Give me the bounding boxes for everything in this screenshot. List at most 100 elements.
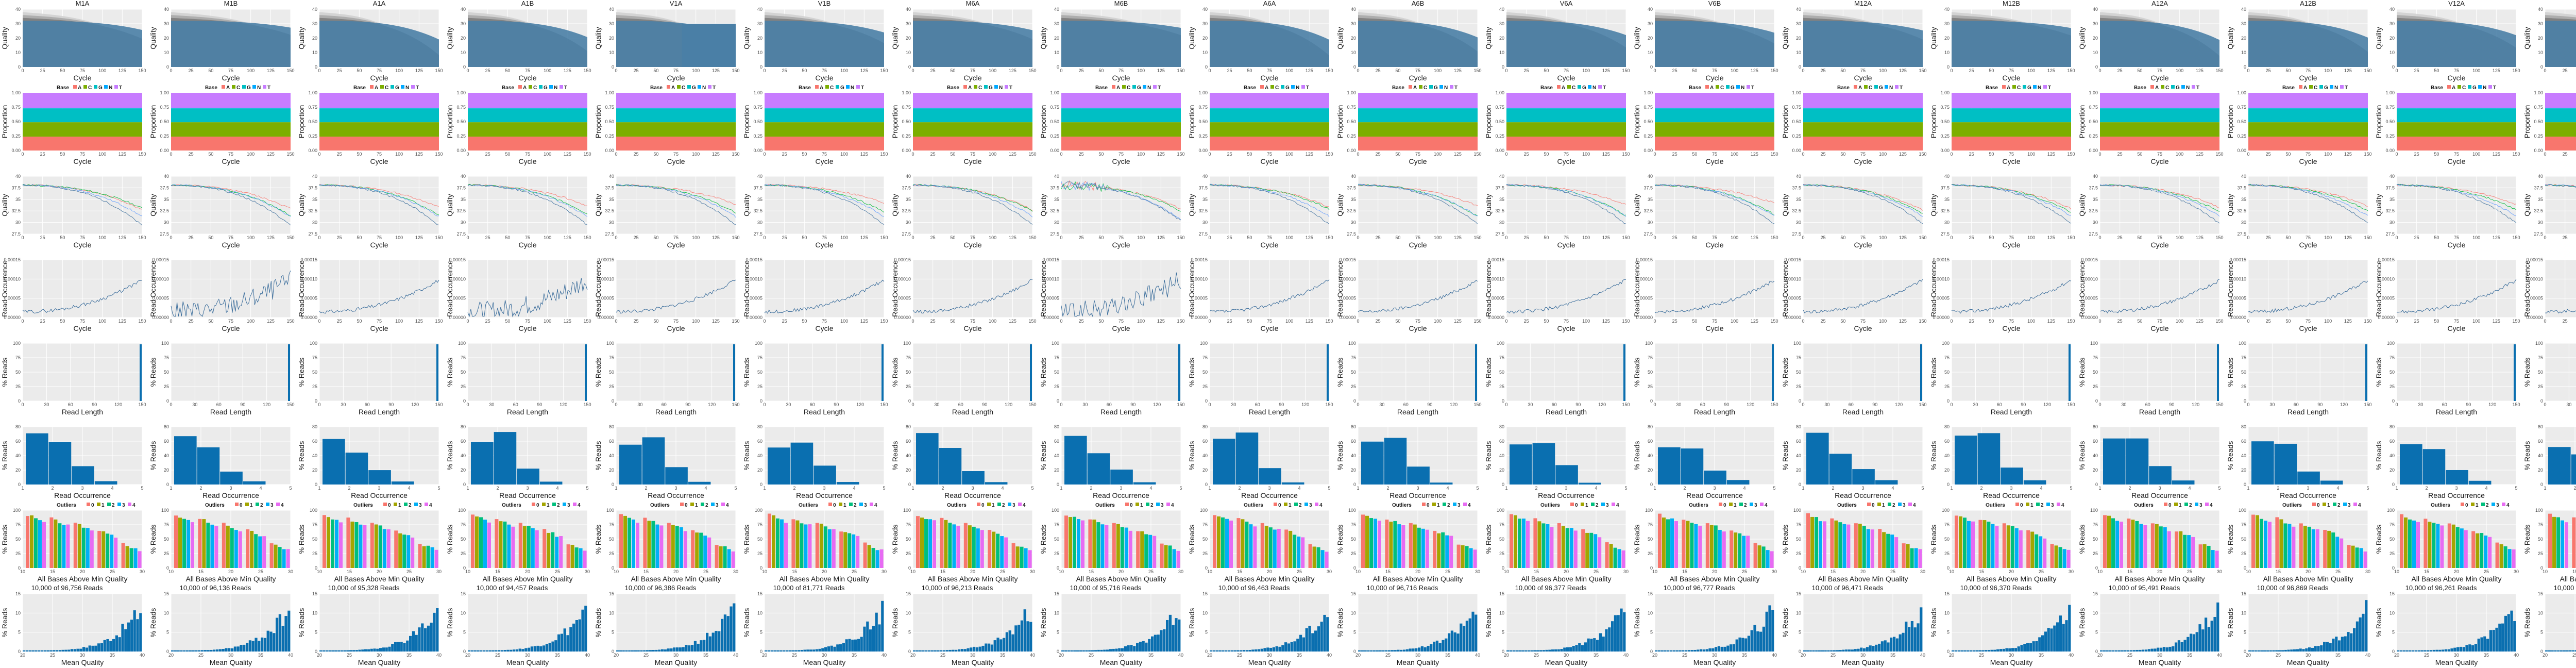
outlier-bar xyxy=(1742,536,1746,568)
outlier-bar xyxy=(1456,544,1461,568)
y-tick-label: 0.00015 xyxy=(1339,257,1356,262)
x-axis-label: Mean Quality xyxy=(1842,658,1884,666)
legend-key-N xyxy=(1736,85,1740,89)
x-tick-label: 3 xyxy=(823,486,825,491)
y-tick-label: 0 xyxy=(760,649,762,654)
hist-bar xyxy=(228,648,231,652)
panel-svg: 0 25 50 75 100 125 15027.53032.53537.540CycleQ… xyxy=(1929,174,2075,249)
x-tick-label: 3 xyxy=(1268,486,1270,491)
x-tick-label: 150 xyxy=(880,319,888,324)
panel-M6B-row2: 0 25 50 75 100 125 150 0.00 0.25 0.50 0.75 1.00 Base… xyxy=(1039,84,1187,167)
outlier-bar xyxy=(58,523,62,568)
legend-key-3 xyxy=(1453,503,1456,506)
legend-key-N xyxy=(994,85,998,89)
x-tick-label: 60 xyxy=(68,402,73,407)
y-tick-label: 0.50 xyxy=(2089,119,2098,124)
hist-bar xyxy=(1875,644,1878,652)
legend-title: Outliers xyxy=(1837,503,1857,508)
y-tick-label: 27.5 xyxy=(1940,231,1950,237)
x-tick-label: 4 xyxy=(1446,486,1449,491)
outlier-bar xyxy=(2002,523,2006,568)
y-tick-label: 0.75 xyxy=(1050,105,1059,110)
outlier-bar xyxy=(1148,535,1153,568)
x-axis-label: Mean Quality xyxy=(210,658,252,666)
hist-bar xyxy=(963,649,967,652)
x-tick-label: 150 xyxy=(1028,152,1036,157)
hist-bar xyxy=(364,649,367,652)
outlier-bar xyxy=(1858,524,1862,568)
x-tick-label: 20 xyxy=(1118,569,1124,574)
x-tick-label: 4 xyxy=(1149,486,1152,491)
y-tick-label: 20 xyxy=(312,36,317,41)
x-axis-label: Read Length xyxy=(804,408,845,416)
outlier-bar xyxy=(1020,546,1024,568)
legend-key-A xyxy=(815,85,819,89)
y-axis-label: Quality xyxy=(149,27,157,49)
x-tick-label: 15 xyxy=(50,569,55,574)
y-axis-label: Quality xyxy=(1929,27,1938,49)
legend-label-4: 4 xyxy=(874,503,877,508)
legend-label-1: 1 xyxy=(695,503,698,508)
hist-bar xyxy=(2023,644,2026,652)
x-tick-label: 75 xyxy=(1564,152,1569,157)
y-tick-label: 40 xyxy=(1054,174,1059,179)
outlier-bar xyxy=(808,524,812,568)
legend-label-G: G xyxy=(98,85,103,91)
panel-M6B-row6: 1 2 3 4 5 0 20 40 60 80 Read Occurrence% Reads xyxy=(1039,417,1187,501)
x-axis-label: Cycle xyxy=(1260,241,1278,249)
hist-bar xyxy=(1011,634,1014,652)
x-tick-label: 35 xyxy=(1445,653,1450,658)
x-tick-label: 150 xyxy=(286,235,294,240)
y-tick-label: 37.5 xyxy=(308,185,317,190)
legend-label-T: T xyxy=(2196,85,2199,91)
x-tick-label: 30 xyxy=(637,402,642,407)
hist-bar xyxy=(1545,649,1548,652)
panel-A6B-row4: 0 25 50 75 100 125 150 0.00000 0.00005 0.00010 0.0… xyxy=(1335,250,1484,334)
outlier-bar xyxy=(1409,523,1413,568)
hist-bar xyxy=(1750,630,1753,652)
x-axis-label: Cycle xyxy=(815,241,833,249)
x-tick-label: 100 xyxy=(544,235,551,240)
x-tick-label: 75 xyxy=(970,235,975,240)
x-tick-label: 75 xyxy=(228,319,233,324)
legend-title: Outliers xyxy=(947,503,967,508)
x-tick-label: 90 xyxy=(1427,402,1432,407)
panel-svg: 0 25 50 75 100 125 15027.53032.53537.540CycleQ… xyxy=(1633,174,1778,249)
hist-bar xyxy=(676,647,679,652)
hist-bar xyxy=(67,649,71,652)
x-tick-label: 150 xyxy=(435,68,443,73)
y-tick-label: 15 xyxy=(15,591,21,596)
x-tick-label: 150 xyxy=(1473,319,1481,324)
hist-bar xyxy=(201,650,204,652)
x-tick-label: 40 xyxy=(288,653,293,658)
y-tick-label: 27.5 xyxy=(1050,231,1059,237)
y-tick-label: 10 xyxy=(1351,50,1356,55)
x-tick-label: 0 xyxy=(1653,319,1656,324)
hist-bar xyxy=(2192,634,2195,652)
outlier-bar xyxy=(1168,545,1172,568)
composition-band-A xyxy=(468,137,587,151)
x-tick-label: 50 xyxy=(505,319,510,324)
hist-bar xyxy=(1370,650,1373,652)
legend-key-1 xyxy=(394,503,397,506)
composition-band-C xyxy=(319,122,439,137)
y-tick-label: 10 xyxy=(1499,50,1504,55)
hist-bar xyxy=(1771,610,1774,652)
hist-bar xyxy=(1608,627,1611,652)
x-tick-label: 0 xyxy=(170,319,172,324)
hist-bar xyxy=(1905,622,1908,652)
x-tick-label: 15 xyxy=(1089,569,1094,574)
hist-bar xyxy=(1269,647,1273,652)
outlier-bar xyxy=(402,535,406,568)
y-tick-label: 0 xyxy=(1799,565,1801,571)
hist-bar xyxy=(103,640,106,652)
hist-bar xyxy=(231,648,234,652)
legend-label-A: A xyxy=(226,85,230,91)
composition-band-T xyxy=(1210,93,1329,108)
x-tick-label: 25 xyxy=(1148,569,1154,574)
y-tick-label: 0 xyxy=(1799,398,1801,404)
x-tick-label: 60 xyxy=(1552,402,1557,407)
x-tick-label: 50 xyxy=(1692,152,1697,157)
hist-bar xyxy=(1305,628,1308,652)
composition-band-C xyxy=(765,122,884,137)
